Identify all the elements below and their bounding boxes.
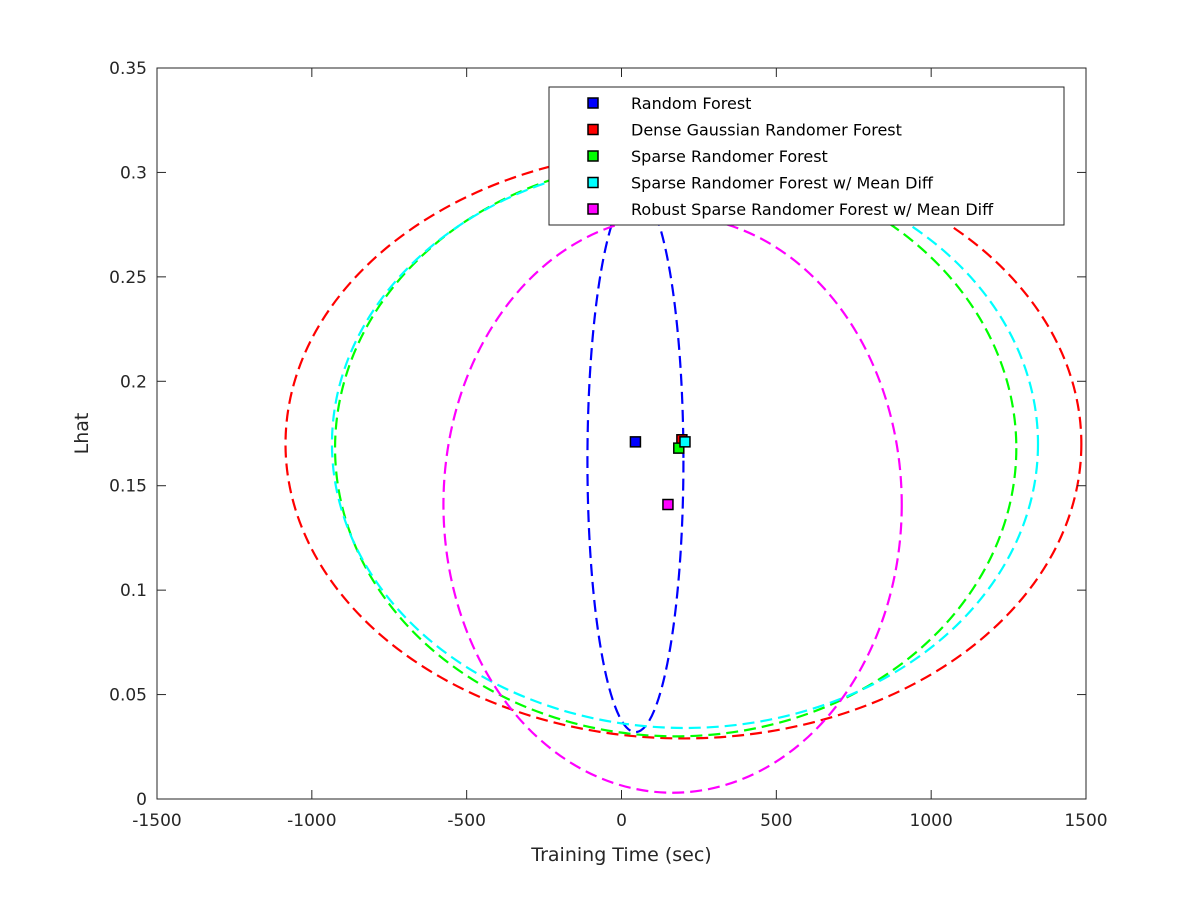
data-points: [629, 434, 691, 511]
x-axis: -1500 -1000 -500 0 500 1000 1500: [132, 68, 1108, 831]
x-tick-label: 0: [616, 811, 627, 831]
legend: Random Forest Dense Gaussian Randomer For…: [548, 86, 1065, 226]
legend-entry-3: Sparse Randomer Forest w/ Mean Diff: [631, 174, 934, 193]
y-tick-label: 0: [136, 790, 147, 810]
y-tick-label: 0.05: [109, 686, 147, 706]
legend-entry-1: Dense Gaussian Randomer Forest: [631, 121, 902, 140]
x-axis-label: Training Time (sec): [530, 844, 711, 866]
ellipse-series-4: [442, 215, 903, 794]
y-tick-label: 0.1: [120, 581, 147, 601]
legend-marker-1: [587, 123, 599, 136]
point-series-4: [662, 498, 674, 511]
x-tick-label: -500: [447, 811, 486, 831]
legend-marker-4: [587, 203, 599, 215]
y-tick-label: 0.3: [120, 163, 147, 183]
legend-entry-2: Sparse Randomer Forest: [631, 147, 828, 166]
x-tick-label: -1000: [287, 811, 336, 831]
x-tick-label: -1500: [132, 811, 181, 831]
x-tick-label: 1000: [910, 811, 953, 831]
y-tick-label: 0.35: [109, 59, 147, 79]
point-series-2: [673, 442, 685, 454]
x-tick-label: 1500: [1064, 811, 1107, 831]
legend-marker-3: [587, 176, 599, 189]
point-series-0: [629, 436, 642, 448]
x-tick-label: 500: [760, 811, 792, 831]
point-series-3: [679, 436, 691, 448]
legend-entry-0: Random Forest: [631, 94, 751, 113]
legend-marker-2: [587, 150, 599, 162]
y-axis-label: Lhat: [71, 413, 93, 455]
y-axis: 0 0.05 0.1 0.15 0.2 0.25 0.3 0.35: [109, 59, 1086, 810]
y-tick-label: 0.15: [109, 477, 147, 497]
legend-entry-4: Robust Sparse Randomer Forest w/ Mean Di…: [631, 200, 994, 219]
legend-box: [548, 86, 1065, 226]
y-tick-label: 0.25: [109, 268, 147, 288]
y-tick-label: 0.2: [120, 372, 147, 392]
legend-marker-0: [587, 97, 599, 109]
